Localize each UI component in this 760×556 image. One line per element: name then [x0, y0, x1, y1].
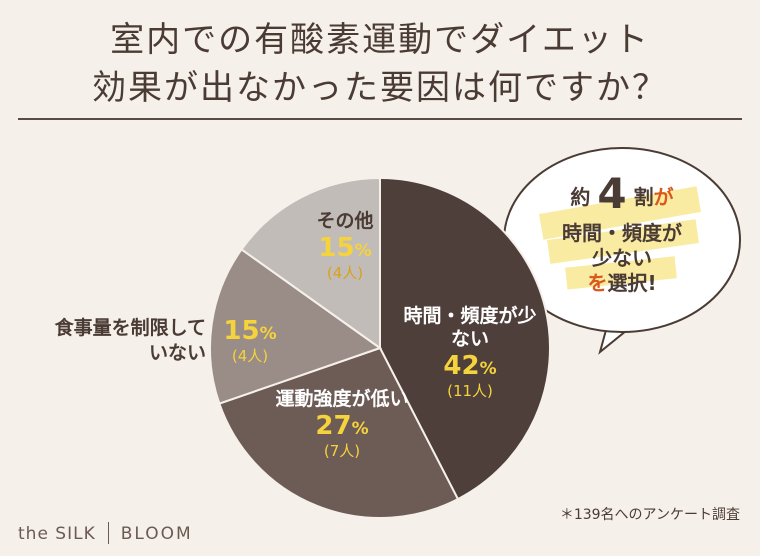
callout-number: 4	[597, 169, 627, 218]
slice-count-intensity: (7人)	[323, 441, 361, 460]
pie-group	[209, 176, 551, 519]
callout-line-4: を選択!	[587, 270, 657, 295]
slice-percent-diet: 15%	[223, 316, 277, 346]
slice-percent-time-frequency: 42%	[443, 350, 497, 381]
title-line-2: 効果が出なかった要因は何ですか？	[92, 68, 668, 108]
callout-prefix: 約	[570, 185, 591, 209]
callout-ga: が	[653, 185, 674, 209]
brand-right: BLOOM	[120, 524, 193, 544]
slice-label-other: その他 15% (4人)	[275, 210, 415, 282]
survey-footnote: ＊139名へのアンケート調査	[559, 507, 740, 523]
brand-left: the SILK	[18, 524, 96, 544]
slice-name-intensity: 運動強度が低い	[275, 388, 409, 410]
slice-name-time-frequency: 時間・頻度が少ない	[403, 305, 537, 350]
brand-separator	[107, 522, 109, 544]
slice-count-other: (4人)	[326, 263, 364, 282]
slice-label-intensity: 運動強度が低い 27% (7人)	[262, 388, 422, 460]
brand-logo: the SILK BLOOM	[18, 522, 193, 544]
slice-count-diet: (4人)	[231, 347, 269, 366]
title-line-1: 室内での有酸素運動でダイエット	[110, 20, 650, 60]
slice-percent-other: 15%	[318, 232, 372, 263]
slice-name-diet: 食事量を制限していない	[54, 317, 206, 364]
slice-time-frequency	[379, 176, 551, 501]
callout-bubble	[503, 147, 741, 355]
slice-intensity	[218, 346, 460, 519]
callout-line-3: 少ない	[592, 245, 652, 270]
callout-unit: 割	[633, 185, 654, 209]
slice-label-time-frequency: 時間・頻度が少ない 42% (11人)	[395, 305, 545, 400]
slice-other	[240, 176, 381, 350]
slice-percent-intensity: 27%	[315, 410, 369, 441]
callout-line-2: 時間・頻度が	[562, 220, 682, 245]
slice-count-time-frequency: (11人)	[447, 381, 493, 400]
title-divider	[18, 118, 742, 120]
slice-label-diet: 15% (4人)	[212, 316, 288, 365]
callout-text: 約 4 割が 時間・頻度が 少ない を選択!	[522, 168, 722, 296]
slice-name-other: その他	[316, 210, 374, 232]
slice-diet	[209, 247, 383, 405]
callout-headline: 約 4 割が	[570, 169, 674, 218]
